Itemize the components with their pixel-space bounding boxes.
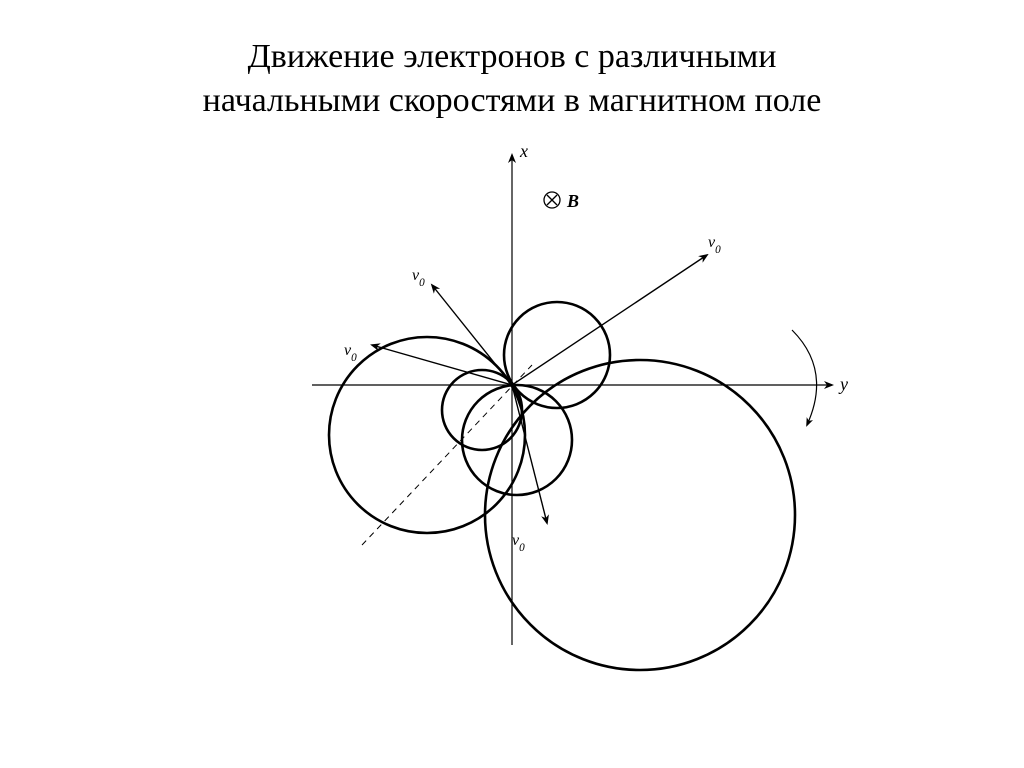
svg-text:v0: v0 [344, 342, 357, 364]
velocity-label: v0 [344, 342, 357, 364]
slide-title: Движение электронов с различными начальн… [0, 0, 1024, 123]
magnetic-field-label: B [566, 191, 579, 211]
physics-diagram: y x Bv0 v0 v0 v0 [152, 135, 872, 715]
slide-page: Движение электронов с различными начальн… [0, 0, 1024, 768]
velocity-label: v0 [412, 267, 425, 289]
axis-x-label: x [519, 141, 528, 161]
velocity-vector [372, 345, 512, 385]
trajectory-circle [485, 360, 795, 670]
axis-y-label: y [838, 374, 848, 394]
svg-text:v0: v0 [512, 532, 525, 554]
trajectory-circle [329, 337, 525, 533]
velocity-label: v0 [708, 234, 721, 256]
svg-text:v0: v0 [708, 234, 721, 256]
velocity-label: v0 [512, 532, 525, 554]
svg-text:v0: v0 [412, 267, 425, 289]
title-line-1: Движение электронов с различными [248, 38, 777, 75]
trajectory-circle [462, 385, 572, 495]
diagram-container: y x Bv0 v0 v0 v0 [0, 135, 1024, 715]
rotation-direction-arrow [792, 330, 817, 425]
title-line-2: начальными скоростями в магнитном поле [203, 82, 822, 119]
